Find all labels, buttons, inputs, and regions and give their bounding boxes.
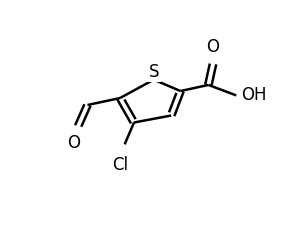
- Text: O: O: [206, 38, 220, 56]
- Text: OH: OH: [241, 86, 266, 104]
- Text: S: S: [148, 63, 159, 81]
- Text: Cl: Cl: [112, 156, 128, 174]
- Text: O: O: [67, 134, 80, 152]
